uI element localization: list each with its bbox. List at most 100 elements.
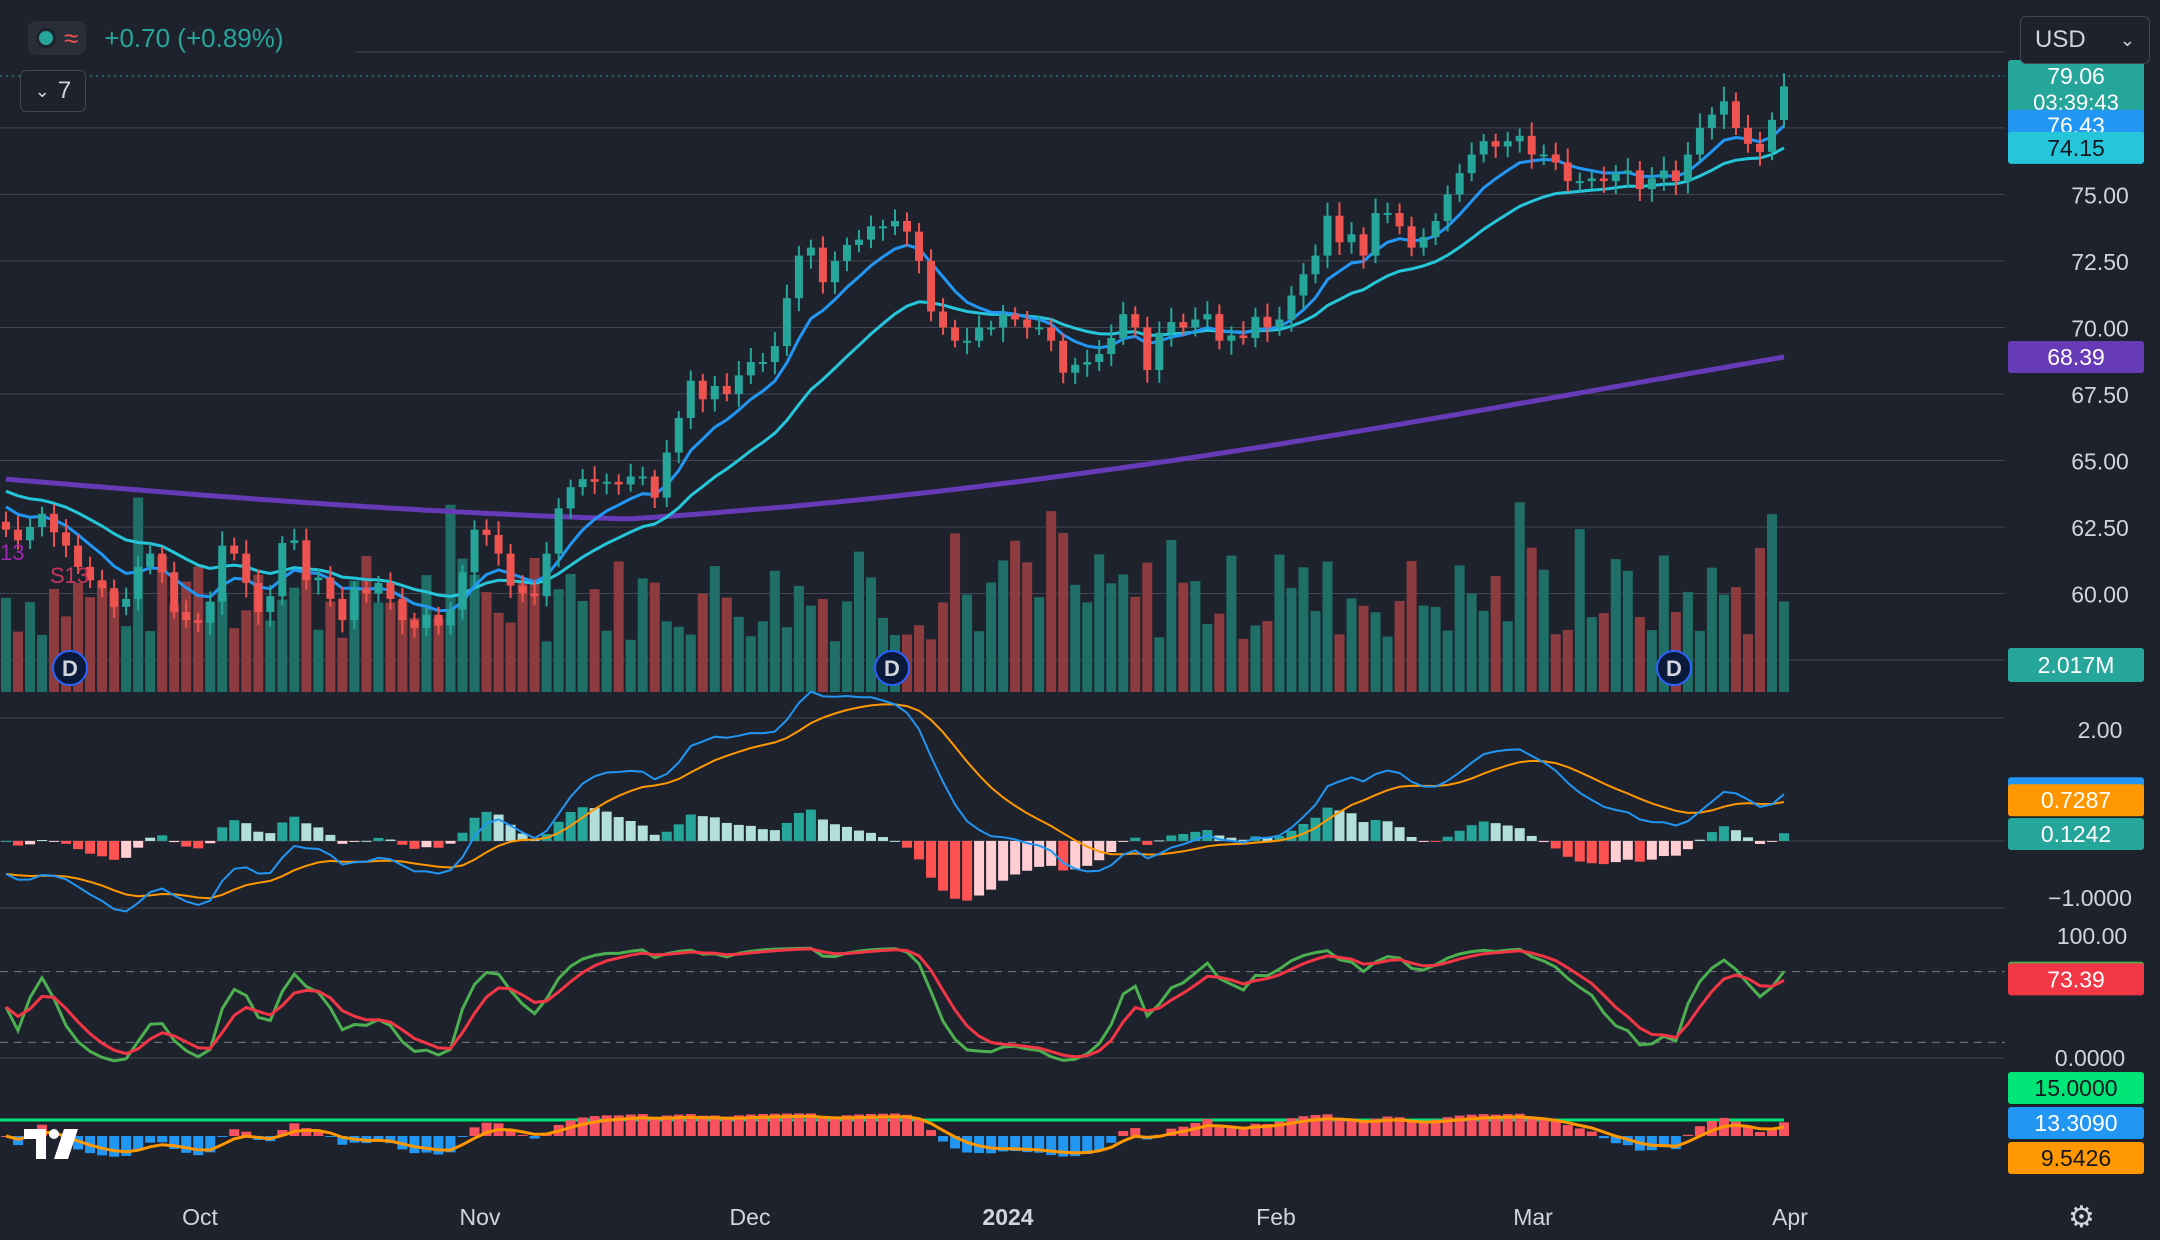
volume-bar: [1034, 597, 1045, 692]
macd-bar: [962, 840, 973, 901]
macd-bar: [277, 822, 288, 841]
candle: [1035, 327, 1044, 330]
macd-bar: [1034, 840, 1045, 867]
candle: [770, 346, 779, 363]
adx-bar: [890, 1113, 900, 1136]
adx-bar: [1382, 1116, 1393, 1136]
macd-bar: [1526, 835, 1537, 841]
adx-bar: [1322, 1114, 1333, 1136]
currency-select[interactable]: USD ⌄: [2020, 16, 2150, 64]
volume-bar: [1082, 602, 1093, 692]
adx-bar: [1046, 1136, 1057, 1156]
candle: [1299, 274, 1308, 296]
adx-bar: [1610, 1136, 1621, 1144]
macd-bar: [1142, 840, 1153, 845]
tradingview-logo-icon[interactable]: [24, 1125, 88, 1170]
macd-bar: [733, 824, 744, 841]
adx-signal-line: [5, 1114, 1785, 1155]
volume-bar: [1754, 548, 1765, 692]
volume-bar: [1346, 598, 1357, 692]
candle: [1780, 86, 1788, 120]
y-tick-label: 72.50: [2071, 249, 2129, 275]
macd-bar: [493, 814, 504, 841]
macd-bar: [445, 840, 456, 844]
legend-bar: ≈ +0.70 (+0.89%): [28, 16, 284, 60]
adx-bar: [1106, 1136, 1117, 1143]
candle: [146, 553, 155, 567]
candle: [927, 260, 936, 312]
volume-bar: [625, 639, 636, 692]
macd-bar: [1670, 840, 1681, 856]
candle: [1551, 154, 1560, 163]
candle: [939, 311, 948, 328]
candle: [1587, 178, 1596, 182]
macd-bar: [817, 819, 828, 841]
macd-bar: [145, 837, 156, 841]
volume-bar: [1478, 610, 1489, 692]
candle: [1623, 170, 1632, 174]
stoch-d-tag: 73.39: [2047, 966, 2105, 992]
candle: [722, 385, 731, 394]
volume-bar: [289, 587, 300, 692]
macd-bar: [25, 840, 36, 845]
candle: [638, 476, 647, 479]
adx-bar: [841, 1115, 852, 1136]
adx-bar: [313, 1130, 324, 1136]
macd-bar: [1262, 837, 1273, 841]
adx-bar: [1550, 1120, 1561, 1136]
volume-bar: [1430, 606, 1441, 692]
adx-bar: [1094, 1136, 1105, 1151]
volume-bar: [1130, 596, 1141, 692]
adx-bar: [661, 1115, 672, 1136]
candle: [794, 255, 803, 299]
adx-bar: [938, 1136, 949, 1142]
macd-bar: [457, 832, 468, 841]
candle: [1359, 234, 1368, 256]
ema_slow-price-tag-bg: [2008, 341, 2144, 374]
x-tick-label: Apr: [1772, 1204, 1808, 1230]
candle: [999, 314, 1008, 328]
candle: [1107, 338, 1116, 355]
candle: [470, 529, 479, 573]
candle: [614, 481, 623, 485]
collapse-indicators-button[interactable]: ⌄ 7: [20, 70, 86, 112]
macd-bar: [1274, 836, 1285, 841]
volume-bar: [673, 626, 684, 692]
macd-bar: [1694, 839, 1705, 841]
macd-bar: [1166, 835, 1177, 841]
candle: [530, 593, 539, 597]
adx-bar: [1346, 1118, 1357, 1136]
stoch-k-line: [4, 946, 1786, 1063]
macd-bar: [601, 811, 612, 841]
volume-bar: [1646, 630, 1657, 692]
volume-bar: [517, 580, 528, 692]
gear-icon[interactable]: ⚙: [2068, 1201, 2095, 1234]
volume-bar: [1322, 561, 1333, 692]
adx-bar: [781, 1113, 792, 1136]
candle: [590, 479, 599, 482]
candle: [1407, 226, 1416, 248]
volume-bar: [974, 631, 985, 692]
candle: [1467, 154, 1476, 174]
volume-bar: [349, 580, 360, 692]
macd-bar: [877, 837, 888, 841]
macd-bar: [505, 824, 516, 841]
adx-bar: [169, 1136, 180, 1149]
symbol-status[interactable]: ≈: [28, 21, 87, 55]
adx-bar: [1562, 1125, 1573, 1136]
volume-bar: [733, 616, 744, 692]
volume-bar: [1466, 593, 1477, 692]
macd-bar: [397, 840, 408, 845]
y-tick-label: 70.00: [2071, 315, 2129, 341]
candle: [915, 231, 924, 261]
volume-bar: [601, 630, 612, 692]
candle: [494, 535, 503, 554]
volume-bar: [829, 641, 840, 692]
volume-tag: 2.017M: [2038, 652, 2115, 678]
candle: [578, 479, 587, 488]
candle: [806, 247, 815, 256]
stoch-d-tag-bg: [2008, 963, 2144, 996]
wave-icon[interactable]: ≈: [64, 23, 79, 53]
volume-bar: [541, 641, 552, 692]
